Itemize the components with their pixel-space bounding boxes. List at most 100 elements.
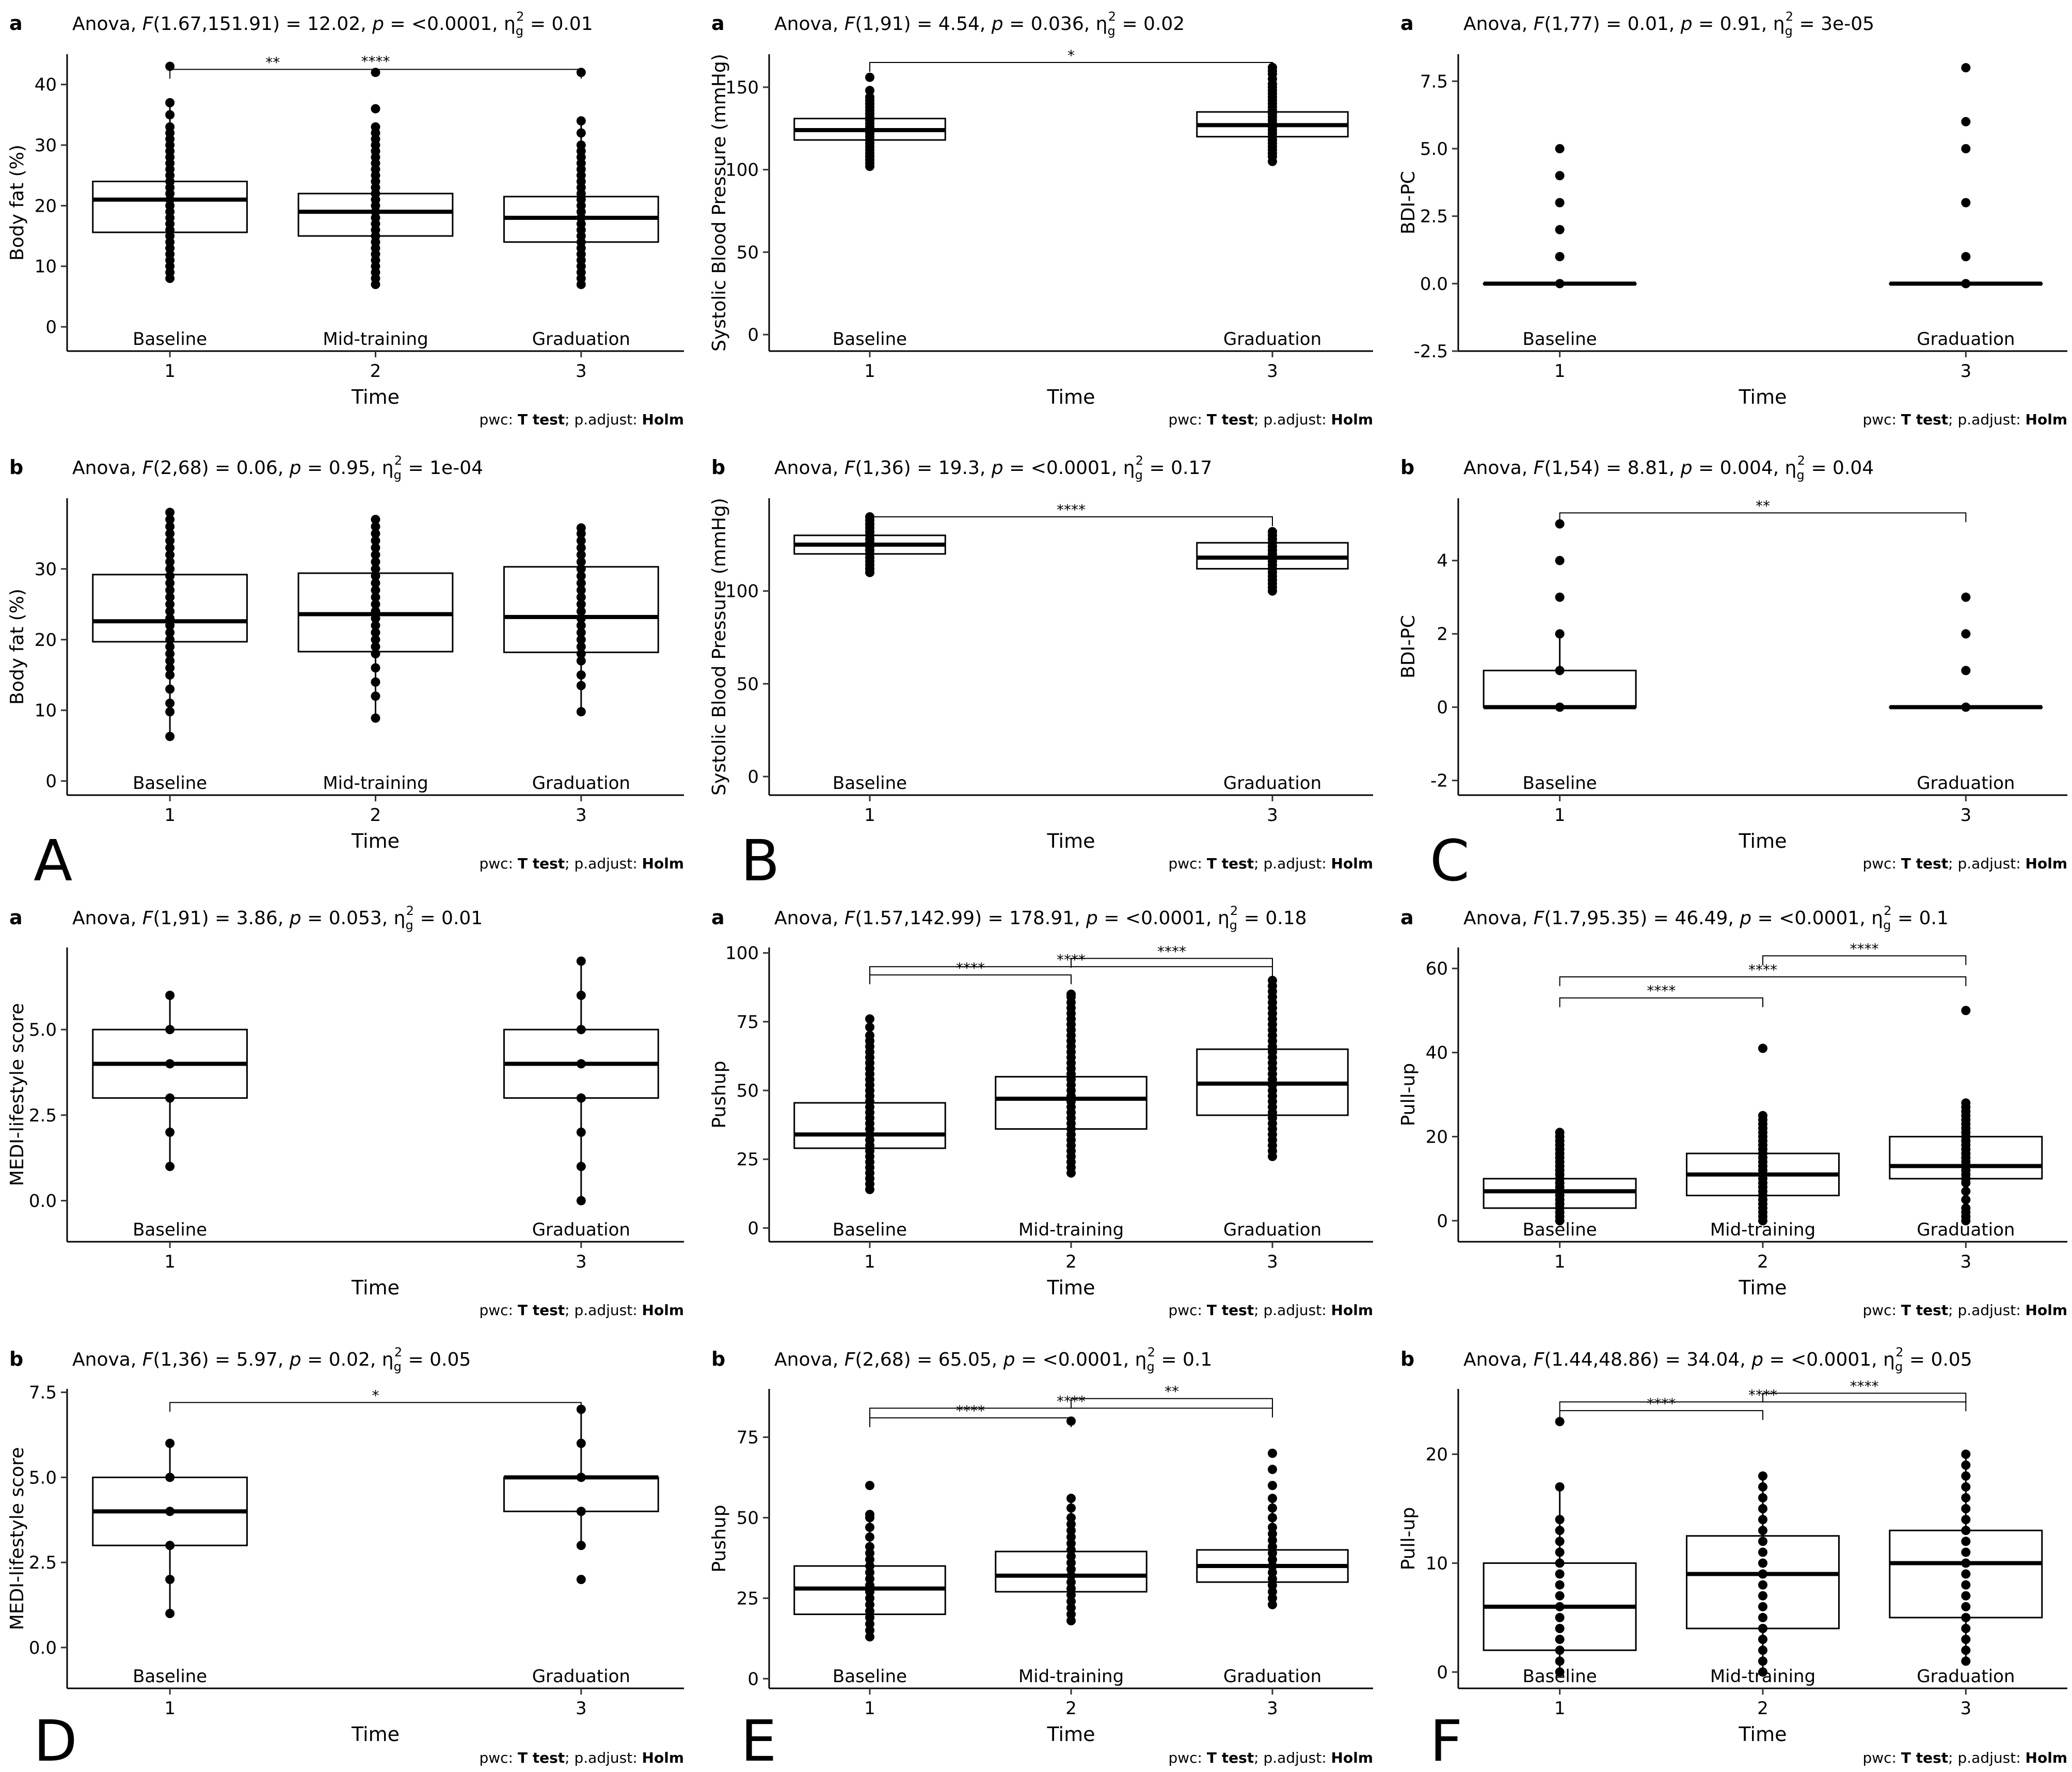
significance-bracket (869, 1407, 1273, 1418)
data-point (1961, 629, 1971, 639)
data-point (371, 515, 380, 525)
stats-eta-subscript: g (1107, 24, 1115, 38)
data-point (576, 523, 586, 533)
pwc-footnote: pwc: T test; p.adjust: Holm (479, 855, 684, 872)
stats-eta-value: = 0.01 (524, 13, 593, 35)
x-axis-title: Time (351, 1723, 400, 1746)
significance-bracket (869, 1417, 1072, 1428)
boxplot-series (1196, 527, 1349, 596)
data-point (865, 1555, 874, 1564)
stats-prefix: Anova, (72, 1349, 142, 1370)
y-tick-label: 0.0 (29, 1191, 57, 1211)
stats-eta-symbol: η (1785, 457, 1797, 479)
stats-eta-superscript: 2 (1147, 1345, 1155, 1359)
data-point (165, 1473, 175, 1482)
footnote-test: T test (518, 855, 565, 872)
data-point (1555, 1635, 1565, 1644)
data-point (165, 621, 175, 630)
stats-f-symbol: F (142, 13, 154, 35)
stats-eta-subscript: g (516, 24, 523, 38)
panel-group-label: D (34, 1708, 77, 1772)
panel-group-label: F (1430, 1708, 1462, 1772)
footnote-pre: pwc: (479, 855, 517, 872)
stats-p-value: = 0.053, (301, 908, 394, 929)
footnote-mid: ; p.adjust: (1254, 411, 1331, 428)
stats-f-symbol: F (844, 13, 856, 35)
y-tick-label: 5.0 (29, 1020, 57, 1040)
y-tick-label: 50 (737, 1081, 759, 1101)
footnote-test: T test (1901, 855, 1948, 872)
footnote-mid: ; p.adjust: (1948, 1302, 2025, 1319)
footnote-mid: ; p.adjust: (1254, 855, 1331, 872)
data-point (371, 599, 380, 609)
data-point (1555, 666, 1565, 675)
data-point (1961, 1580, 1971, 1590)
chart-panel-Fa: a Anova, F(1.7,95.35) = 46.49, p = <0.000… (1398, 904, 2067, 1319)
data-point (1555, 1667, 1565, 1677)
subpanel-letter: b (1400, 1348, 1414, 1370)
data-point (371, 642, 380, 652)
data-point (1555, 1417, 1565, 1427)
boxplot-series (1889, 1006, 2043, 1226)
x-axis-title: Time (1739, 1723, 1787, 1746)
data-point (1758, 1504, 1767, 1513)
data-point (576, 613, 586, 623)
stats-eta-value: = 3e-05 (1793, 13, 1874, 35)
pwc-footnote: pwc: T test; p.adjust: Holm (1168, 411, 1373, 428)
data-point (1961, 702, 1971, 712)
data-point (576, 585, 586, 595)
x-tick-label: 3 (576, 805, 587, 826)
significance-label: **** (956, 959, 985, 976)
stats-p-value: = 0.02, (301, 1349, 382, 1370)
anova-stats-line: Anova, F(1,54) = 8.81, p = 0.004, ηg2 = … (1463, 453, 1874, 482)
data-point (1961, 1569, 1971, 1579)
data-point (1268, 1481, 1277, 1491)
data-point (1555, 279, 1565, 289)
footnote-mid: ; p.adjust: (565, 1302, 642, 1319)
data-point (165, 543, 175, 552)
boxplot-series (1196, 975, 1349, 1161)
y-axis-title: Pushup (709, 1505, 730, 1572)
data-point (1961, 1602, 1971, 1611)
data-point (576, 956, 586, 966)
data-point (1066, 1526, 1076, 1536)
data-point (1758, 1043, 1767, 1053)
data-point (865, 1606, 874, 1616)
footnote-mid: ; p.adjust: (1948, 411, 2025, 428)
data-point (576, 116, 586, 126)
data-point (1066, 1603, 1076, 1613)
footnote-method: Holm (1331, 855, 1373, 872)
data-point (865, 1625, 874, 1635)
anova-stats-line: Anova, F(1,91) = 3.86, p = 0.053, ηg2 = … (72, 904, 483, 932)
data-point (1961, 592, 1971, 602)
stats-f-value: (1.44,48.86) = 34.04, (1544, 1349, 1751, 1370)
boxplot-series (92, 1438, 248, 1618)
stats-f-symbol: F (1534, 13, 1545, 35)
data-point (576, 550, 586, 560)
data-point (371, 564, 380, 574)
category-label: Graduation (1917, 1666, 2015, 1687)
data-point (165, 98, 175, 107)
data-point (576, 543, 586, 552)
y-tick-label: 5.0 (1420, 139, 1448, 160)
data-point (371, 635, 380, 644)
data-point (165, 642, 175, 652)
boxplot-series (1483, 519, 1637, 712)
data-point (865, 1548, 874, 1558)
x-tick-label: 3 (1961, 1698, 1972, 1719)
data-point (1268, 975, 1277, 985)
y-tick-label: 2.5 (29, 1105, 57, 1126)
stats-p-value: = <0.0001, (1751, 908, 1871, 929)
significance-label: ** (1756, 497, 1770, 514)
data-point (1066, 1519, 1076, 1529)
data-point (165, 592, 175, 602)
data-point (1555, 592, 1565, 602)
y-tick-label: 50 (737, 242, 759, 263)
category-label: Graduation (532, 1666, 630, 1687)
category-label: Graduation (1917, 329, 2015, 350)
stats-p-value: = 0.036, (1003, 13, 1096, 35)
stats-p-symbol: p (991, 13, 1003, 35)
stats-p-symbol: p (372, 13, 384, 35)
data-point (165, 1609, 175, 1618)
data-point (165, 670, 175, 680)
